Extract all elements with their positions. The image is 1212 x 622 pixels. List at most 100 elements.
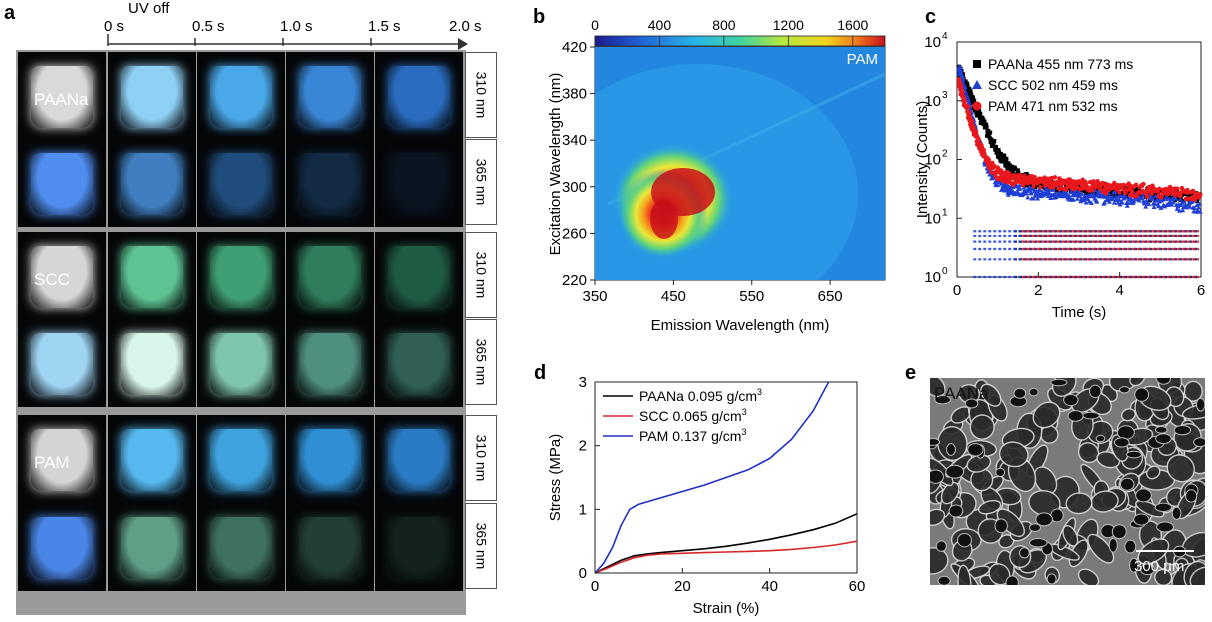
data-point — [1091, 179, 1096, 184]
sample-photo — [375, 503, 463, 591]
data-point — [966, 99, 972, 105]
time-label: 2.0 s — [449, 18, 482, 35]
sample-photo — [375, 232, 463, 320]
data-point — [971, 124, 976, 130]
panel-letter-e: e — [905, 362, 917, 384]
data-point — [1025, 194, 1031, 200]
data-point — [1163, 193, 1169, 199]
data-point — [1117, 190, 1122, 195]
data-point — [1011, 169, 1016, 174]
data-point — [1170, 199, 1176, 205]
data-point — [1180, 207, 1186, 213]
c-xlabel: Time (s) — [1052, 304, 1106, 321]
data-point — [961, 95, 966, 100]
data-point — [960, 74, 966, 80]
data-point — [1079, 191, 1085, 196]
c-xtick: 6 — [1197, 282, 1205, 299]
colorbar — [594, 35, 886, 47]
data-point — [1010, 164, 1015, 169]
legend-label: SCC 0.065 g/cm3 — [639, 407, 747, 424]
data-point — [1130, 189, 1135, 195]
data-point — [1163, 196, 1169, 202]
data-point — [1124, 203, 1130, 208]
data-point — [997, 155, 1002, 160]
data-point — [1109, 191, 1114, 196]
data-point — [969, 92, 974, 97]
series-line-2 — [594, 381, 830, 574]
data-point — [1165, 191, 1171, 197]
data-point — [995, 182, 1001, 188]
legend-label: PAM 471 nm 532 ms — [988, 98, 1118, 114]
data-point — [1074, 196, 1080, 201]
sample-photo — [108, 139, 196, 227]
colorbar-tick: 1200 — [773, 17, 804, 33]
data-point — [1114, 187, 1119, 192]
data-point — [963, 79, 968, 84]
data-point — [1098, 186, 1103, 192]
c-ytick-exp: 1 — [942, 207, 948, 218]
data-point — [1174, 206, 1180, 211]
data-point — [1192, 205, 1198, 210]
data-point — [1003, 158, 1008, 163]
data-point — [1005, 166, 1010, 171]
data-point — [1179, 200, 1185, 205]
d-ylabel: Stress (MPa) — [547, 434, 564, 522]
panel-letter-d: d — [534, 362, 547, 384]
sem-label: PAANa — [934, 384, 989, 403]
legend-marker — [973, 60, 981, 68]
data-point — [1017, 182, 1023, 188]
data-point — [1151, 195, 1156, 200]
data-point — [1150, 195, 1156, 201]
legend-label: PAANa 0.095 g/cm3 — [639, 387, 762, 404]
data-point — [999, 186, 1005, 191]
series-line-0 — [594, 513, 858, 574]
sample-photo — [286, 503, 374, 591]
wavelength-label: 365 nm — [465, 319, 497, 405]
data-point — [969, 98, 974, 103]
sample-photo — [108, 503, 196, 591]
data-point — [1035, 195, 1041, 201]
data-point — [1181, 199, 1187, 204]
data-point — [988, 130, 993, 135]
data-point — [1145, 194, 1150, 200]
colorbar-tick: 800 — [712, 17, 736, 33]
data-point — [1116, 197, 1122, 202]
data-point — [1017, 186, 1023, 191]
sample-photo — [286, 139, 374, 227]
data-point — [1015, 168, 1020, 173]
data-point — [1006, 161, 1011, 166]
data-point — [1030, 195, 1036, 201]
d-ytick: 0 — [579, 565, 587, 582]
data-point — [1174, 186, 1180, 191]
data-point — [1186, 200, 1192, 206]
wavelength-label: 310 nm — [465, 415, 497, 501]
data-point — [1196, 201, 1202, 206]
data-point — [1138, 193, 1143, 198]
data-point — [1024, 183, 1029, 188]
data-point — [1112, 189, 1118, 194]
data-point — [962, 99, 968, 104]
sample-photo — [197, 139, 285, 227]
data-point — [1173, 195, 1179, 201]
sem-image: PAANa 300 μm — [930, 378, 1205, 585]
data-point — [1028, 190, 1034, 196]
data-point — [1141, 181, 1146, 187]
data-point — [1151, 204, 1157, 209]
data-point — [1152, 200, 1158, 206]
data-point — [1197, 209, 1203, 214]
d-xtick: 60 — [849, 578, 866, 595]
data-point — [1052, 175, 1058, 180]
series-line-1 — [594, 540, 858, 574]
b-ytick: 380 — [562, 86, 587, 103]
b-xtick: 450 — [661, 288, 686, 305]
panel-letter-b: b — [533, 6, 546, 28]
sample-photo — [18, 415, 106, 503]
data-point — [1157, 186, 1162, 191]
data-point — [1139, 195, 1145, 200]
d-ytick: 2 — [579, 438, 587, 455]
data-point — [1183, 196, 1189, 202]
data-point — [1196, 205, 1202, 210]
c-ytick: 10 — [924, 210, 941, 227]
sample-photo — [286, 232, 374, 320]
